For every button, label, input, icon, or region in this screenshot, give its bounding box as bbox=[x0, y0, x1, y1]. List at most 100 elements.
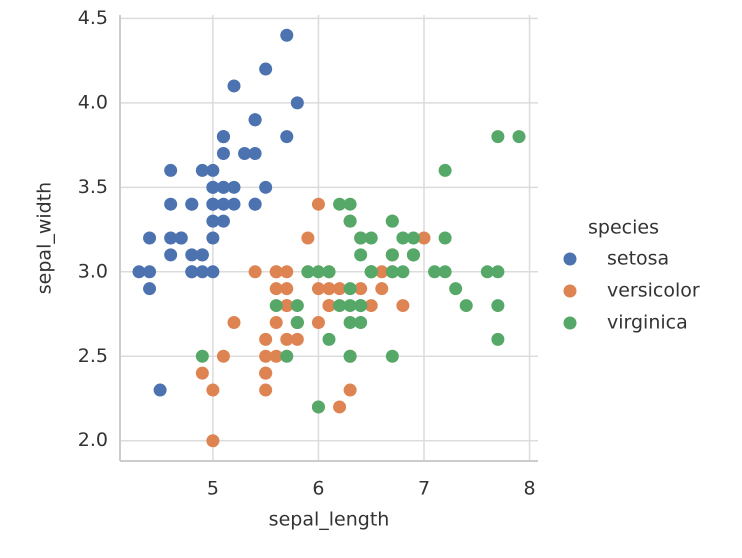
scatter-point bbox=[216, 147, 230, 161]
scatter-point bbox=[206, 231, 220, 245]
scatter-point bbox=[269, 349, 283, 363]
scatter-point bbox=[227, 197, 241, 211]
scatter-point bbox=[343, 282, 357, 296]
scatter-point bbox=[406, 248, 420, 262]
scatter-point bbox=[248, 147, 262, 161]
scatter-point bbox=[311, 315, 325, 329]
scatter-point bbox=[143, 231, 157, 245]
scatter-point bbox=[343, 383, 357, 397]
scatter-point bbox=[174, 231, 188, 245]
scatter-point bbox=[491, 130, 505, 144]
scatter-point bbox=[216, 197, 230, 211]
scatter-point bbox=[311, 282, 325, 296]
scatter-point bbox=[259, 62, 273, 76]
scatter-point bbox=[343, 315, 357, 329]
y-tick-label: 4.5 bbox=[78, 7, 108, 29]
scatter-point bbox=[280, 265, 294, 279]
scatter-point bbox=[301, 231, 315, 245]
scatter-point bbox=[227, 79, 241, 93]
y-tick-label: 2.5 bbox=[78, 345, 108, 367]
scatter-point bbox=[185, 248, 199, 262]
scatter-point bbox=[301, 265, 315, 279]
scatter-point bbox=[354, 315, 368, 329]
scatter-point bbox=[491, 332, 505, 346]
scatter-point bbox=[438, 163, 452, 177]
scatter-point bbox=[206, 197, 220, 211]
scatter-point bbox=[206, 180, 220, 194]
scatter-point bbox=[164, 197, 178, 211]
scatter-point bbox=[259, 180, 273, 194]
scatter-point bbox=[428, 265, 442, 279]
scatter-point bbox=[364, 299, 378, 313]
scatter-point bbox=[238, 147, 252, 161]
scatter-point bbox=[333, 299, 347, 313]
scatter-point bbox=[375, 282, 389, 296]
scatter-point bbox=[406, 231, 420, 245]
scatter-point bbox=[512, 130, 526, 144]
scatter-point bbox=[206, 265, 220, 279]
scatter-point bbox=[280, 332, 294, 346]
scatter-point bbox=[269, 299, 283, 313]
scatter-point bbox=[354, 231, 368, 245]
scatter-point bbox=[216, 214, 230, 228]
scatter-point bbox=[269, 315, 283, 329]
scatter-point bbox=[491, 299, 505, 313]
scatter-point bbox=[322, 299, 336, 313]
scatter-point bbox=[322, 265, 336, 279]
y-tick-label: 3.5 bbox=[78, 176, 108, 198]
scatter-point bbox=[216, 130, 230, 144]
scatter-point bbox=[195, 248, 209, 262]
legend-label: setosa bbox=[607, 248, 669, 270]
scatter-point bbox=[385, 349, 399, 363]
scatter-point bbox=[375, 265, 389, 279]
scatter-point bbox=[259, 332, 273, 346]
scatter-point bbox=[343, 349, 357, 363]
scatter-point bbox=[269, 282, 283, 296]
scatter-point bbox=[259, 383, 273, 397]
scatter-point bbox=[290, 315, 304, 329]
x-tick-label: 6 bbox=[312, 478, 324, 500]
x-tick-label: 8 bbox=[524, 478, 536, 500]
y-tick-label: 2.0 bbox=[78, 429, 108, 451]
scatter-point bbox=[354, 248, 368, 262]
scatter-point bbox=[248, 197, 262, 211]
y-tick-label: 4.0 bbox=[78, 91, 108, 113]
scatter-point bbox=[449, 282, 463, 296]
scatter-point bbox=[290, 332, 304, 346]
scatter-point bbox=[396, 231, 410, 245]
x-axis-label: sepal_length bbox=[269, 509, 390, 531]
scatter-point bbox=[143, 265, 157, 279]
scatter-point bbox=[206, 434, 220, 448]
scatter-point bbox=[280, 299, 294, 313]
scatter-point bbox=[354, 282, 368, 296]
scatter-point bbox=[280, 349, 294, 363]
scatter-point bbox=[195, 349, 209, 363]
scatter-point bbox=[153, 383, 167, 397]
scatter-point bbox=[417, 231, 431, 245]
scatter-point bbox=[311, 265, 325, 279]
scatter-point bbox=[491, 265, 505, 279]
scatter-point bbox=[311, 400, 325, 414]
scatter-point bbox=[396, 265, 410, 279]
legend-marker bbox=[563, 252, 577, 266]
scatter-point bbox=[333, 400, 347, 414]
scatter-point bbox=[343, 214, 357, 228]
scatter-point bbox=[280, 130, 294, 144]
scatter-point bbox=[364, 265, 378, 279]
scatter-point bbox=[385, 265, 399, 279]
scatter-point bbox=[290, 96, 304, 110]
y-axis-label: sepal_width bbox=[34, 182, 56, 294]
scatter-point bbox=[459, 299, 473, 313]
scatter-point bbox=[216, 349, 230, 363]
scatter-point bbox=[385, 214, 399, 228]
scatter-point bbox=[259, 349, 273, 363]
scatter-point bbox=[164, 248, 178, 262]
legend-label: virginica bbox=[607, 312, 688, 334]
scatter-point bbox=[164, 231, 178, 245]
scatter-point bbox=[385, 248, 399, 262]
scatter-point bbox=[280, 282, 294, 296]
scatter-point bbox=[396, 299, 410, 313]
scatter-point bbox=[354, 299, 368, 313]
